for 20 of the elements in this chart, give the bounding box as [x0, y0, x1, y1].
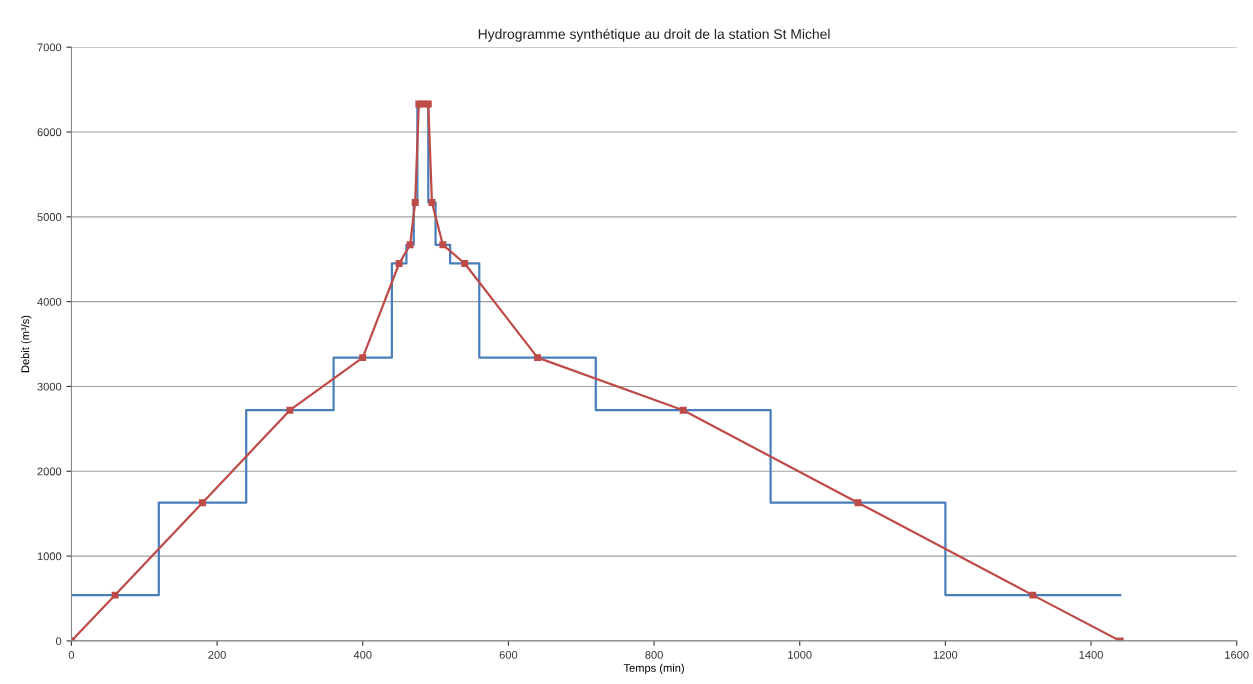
y-tick-label: 0	[55, 637, 62, 646]
x-tick-label: 1200	[933, 650, 958, 659]
y-tick-label: 4000	[37, 297, 62, 306]
x-tick-label: 1400	[1079, 650, 1103, 659]
y-tick-label: 3000	[37, 382, 62, 391]
x-tick-label: 800	[645, 650, 663, 659]
x-tick-label: 0	[68, 650, 75, 659]
chart-title: Hydrogramme synthétique au droit de la station St Michel	[478, 28, 830, 42]
x-tick-label: 200	[208, 650, 226, 659]
x-axis-title: Temps (min)	[623, 663, 684, 675]
y-tick-label: 2000	[37, 467, 62, 476]
y-tick-label: 7000	[37, 43, 62, 52]
y-tick-label: 6000	[37, 128, 62, 137]
y-axis-title: Debit (m³/s)	[21, 315, 32, 373]
x-tick-label: 600	[499, 650, 518, 659]
y-tick-label: 5000	[37, 213, 62, 221]
x-tick-label: 1600	[1225, 650, 1249, 659]
x-tick-label: 1000	[788, 650, 812, 659]
y-tick-label: 1000	[37, 552, 62, 561]
x-tick-label: 400	[353, 650, 372, 659]
